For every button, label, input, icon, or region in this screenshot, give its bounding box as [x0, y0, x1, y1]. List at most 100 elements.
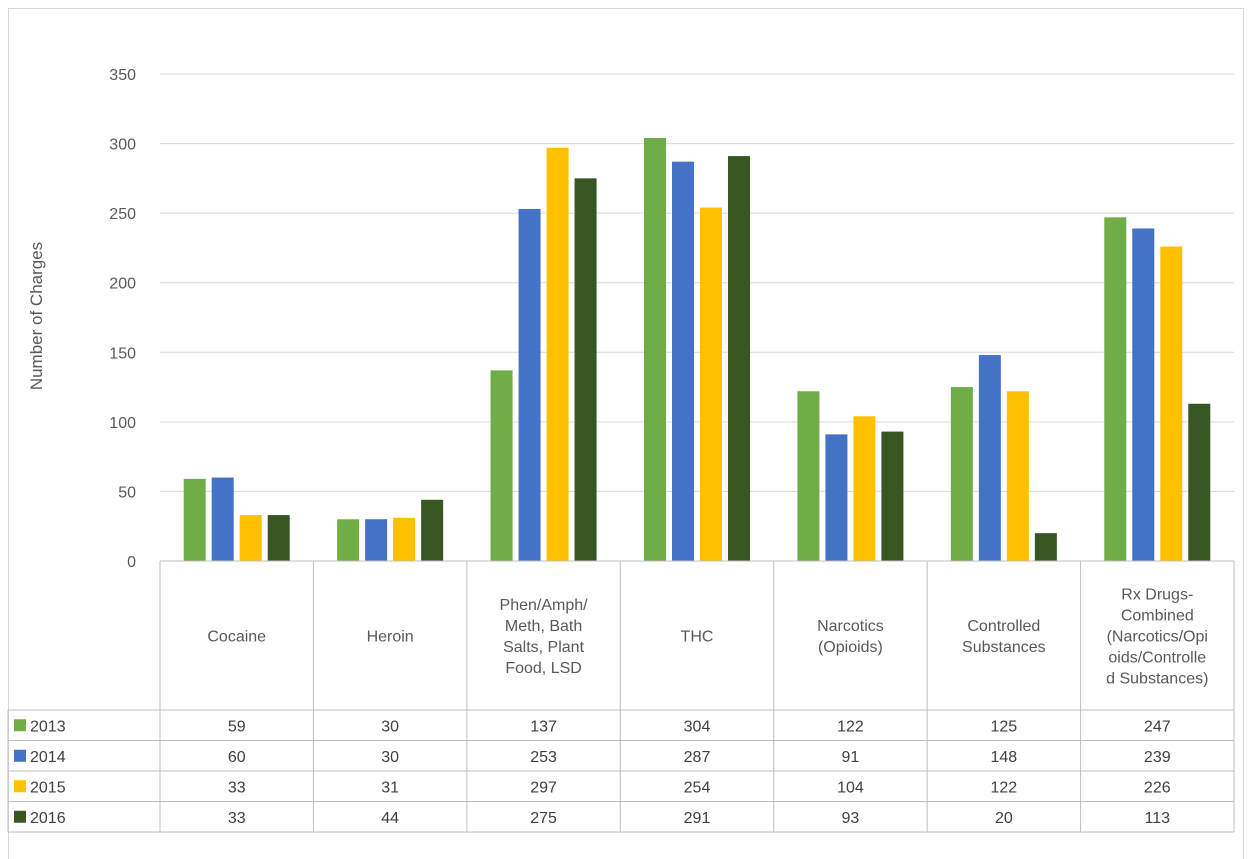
- table-cell-value: 275: [530, 810, 557, 827]
- category-label-line: Cocaine: [207, 629, 266, 646]
- table-cell-value: 291: [684, 810, 711, 827]
- table-cell-value: 122: [837, 718, 864, 735]
- bar-2014-3: [672, 161, 694, 561]
- bar-2016-5: [1034, 533, 1057, 561]
- y-tick-label: 300: [109, 137, 136, 154]
- category-label-line: THC: [681, 629, 714, 646]
- table-cell-value: 137: [530, 718, 557, 735]
- y-tick-label: 100: [109, 415, 136, 432]
- bar-2013-2: [490, 370, 513, 561]
- legend-key-2014: [14, 749, 26, 762]
- category-label-line: Narcotics: [817, 618, 884, 635]
- bar-2014-5: [978, 355, 1001, 561]
- table-cell-value: 33: [228, 810, 246, 827]
- table-cell-value: 304: [684, 718, 711, 735]
- legend-key-2013: [14, 719, 26, 732]
- category-label-line: Meth, Bath: [505, 618, 582, 635]
- y-tick-label: 0: [127, 554, 136, 571]
- category-label-line: (Opioids): [818, 639, 883, 656]
- category-label-line: Salts, Plant: [503, 639, 584, 656]
- series-name: 2016: [30, 810, 66, 827]
- category-label: Controlled Substances: [962, 618, 1046, 656]
- table-cell-value: 247: [1144, 718, 1171, 735]
- table-cell-value: 122: [991, 779, 1018, 796]
- bar-2016-4: [881, 431, 904, 561]
- table-cell-value: 254: [684, 779, 711, 796]
- table-cell-value: 125: [991, 718, 1018, 735]
- table-cell-value: 253: [530, 749, 557, 766]
- table-cell-value: 30: [381, 749, 399, 766]
- bar-2013-1: [337, 519, 360, 561]
- bar-2015-3: [700, 207, 722, 561]
- y-tick-label: 200: [109, 276, 136, 293]
- bar-2016-0: [267, 515, 290, 561]
- chart-frame: [8, 8, 1244, 859]
- table-cell-value: 297: [530, 779, 557, 796]
- bar-2015-0: [239, 515, 262, 561]
- category-label: Narcotics (Opioids): [817, 618, 884, 656]
- y-tick-labels: 0 50 100 150 200 250 300 350: [109, 67, 136, 571]
- bar-2016-6: [1188, 403, 1211, 561]
- bar-2015-1: [393, 517, 416, 561]
- category-label-line: Food, LSD: [505, 660, 581, 677]
- series-name: 2013: [30, 718, 66, 735]
- series-name: 2015: [30, 779, 66, 796]
- category-label: Phen/Amph/Meth, Bath Salts, Plant Food, LS…: [500, 597, 589, 677]
- table-cell-value: 104: [837, 779, 864, 796]
- table-cell-value: 226: [1144, 779, 1171, 796]
- category-label-line: Controlled: [967, 618, 1040, 635]
- table-cell-value: 20: [995, 810, 1013, 827]
- bar-2013-5: [950, 387, 973, 561]
- bar-2015-5: [1006, 391, 1029, 561]
- y-tick-label: 350: [109, 67, 136, 84]
- table-cell-value: 59: [228, 718, 246, 735]
- bar-2015-2: [546, 147, 569, 561]
- category-label-line: Phen/Amph/: [500, 597, 589, 614]
- y-axis-label: Number of Charges: [27, 242, 46, 390]
- table-cell-value: 287: [684, 749, 711, 766]
- data-table: Cocaine Heroin Phen/Amph/Meth, Bath Salts, …: [7, 560, 1235, 833]
- table-cell-value: 30: [381, 718, 399, 735]
- table-cell-value: 113: [1145, 810, 1171, 827]
- bar-2016-3: [728, 156, 750, 561]
- bar-2014-1: [365, 519, 388, 561]
- y-tick-label: 50: [118, 484, 136, 501]
- bar-2014-0: [211, 477, 234, 561]
- table-cell-value: 239: [1144, 749, 1171, 766]
- table-cell-value: 44: [381, 810, 399, 827]
- category-label: Cocaine: [207, 629, 266, 646]
- y-tick-label: 150: [109, 345, 136, 362]
- category-label: Heroin: [367, 629, 414, 646]
- category-label: THC: [681, 629, 714, 646]
- gridlines: [160, 73, 1234, 492]
- bar-2013-3: [644, 138, 666, 561]
- category-label-line: Rx Drugs-: [1121, 587, 1193, 604]
- category-label-line: d Substances): [1106, 671, 1208, 688]
- category-label: Rx Drugs- Combined (Narcotics/Opi oids/Cont…: [1106, 587, 1208, 688]
- bar-2014-6: [1132, 228, 1155, 561]
- bar-2013-4: [797, 391, 820, 561]
- bar-2016-1: [421, 499, 444, 561]
- table-cell-value: 60: [228, 749, 246, 766]
- legend-key-2015: [14, 780, 26, 793]
- category-label-line: Heroin: [367, 629, 414, 646]
- bar-2013-6: [1104, 217, 1127, 561]
- table-cell-value: 93: [842, 810, 860, 827]
- legend-key-2016: [14, 810, 26, 823]
- bar-2013-0: [183, 478, 206, 561]
- bar-2015-6: [1160, 246, 1183, 561]
- table-cell-value: 33: [228, 779, 246, 796]
- bar-2014-4: [825, 434, 848, 561]
- bar-2016-2: [574, 178, 597, 561]
- category-label-line: Substances: [962, 639, 1046, 656]
- bars: [183, 138, 1211, 561]
- table-cell-value: 31: [381, 779, 399, 796]
- category-label-line: (Narcotics/Opi: [1107, 629, 1208, 646]
- category-label-line: oids/Controlle: [1108, 650, 1206, 667]
- bar-2014-2: [518, 208, 541, 561]
- y-tick-label: 250: [109, 206, 136, 223]
- category-label-line: Combined: [1121, 608, 1194, 625]
- series-name: 2014: [30, 749, 66, 766]
- table-cell-value: 91: [842, 749, 860, 766]
